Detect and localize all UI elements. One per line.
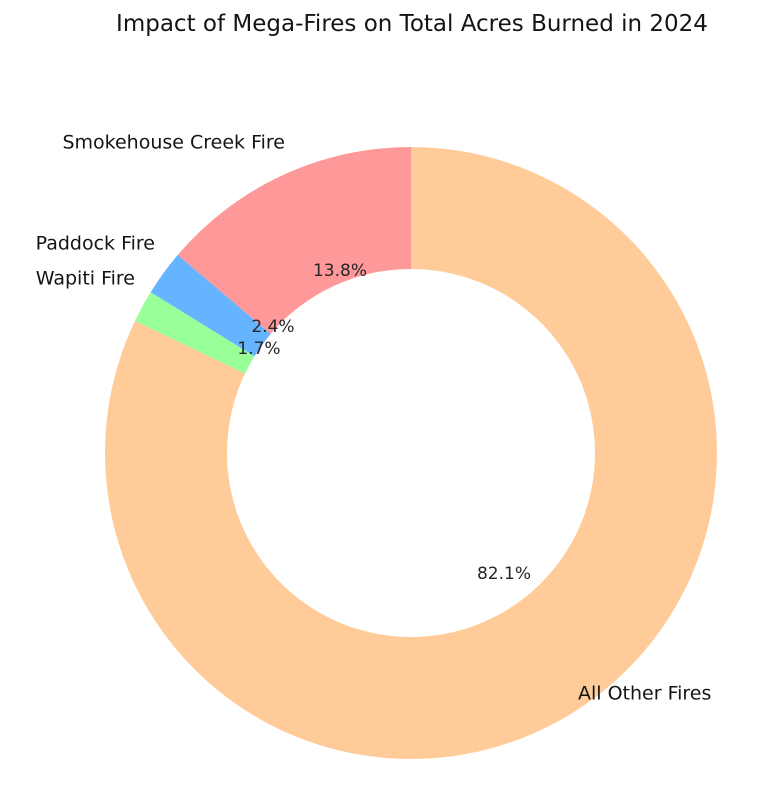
pie-slice-paddock-fire	[150, 255, 271, 357]
chart-title: Impact of Mega-Fires on Total Acres Burn…	[116, 11, 708, 37]
slice-label-paddock-fire: Paddock Fire	[36, 233, 155, 255]
pct-label-wapiti-fire: 1.7%	[237, 339, 280, 359]
pie-slice-smokehouse-creek-fire	[177, 146, 411, 334]
slice-label-all-other-fires: All Other Fires	[578, 683, 711, 705]
pct-label-all-other-fires: 82.1%	[477, 564, 531, 584]
pie-slice-wapiti-fire	[134, 292, 255, 374]
pct-label-smokehouse-creek-fire: 13.8%	[313, 261, 367, 281]
slice-label-wapiti-fire: Wapiti Fire	[36, 268, 135, 290]
slice-label-smokehouse-creek-fire: Smokehouse Creek Fire	[62, 132, 285, 154]
pct-label-paddock-fire: 2.4%	[251, 317, 294, 337]
pie-slice-all-other-fires	[105, 147, 718, 759]
